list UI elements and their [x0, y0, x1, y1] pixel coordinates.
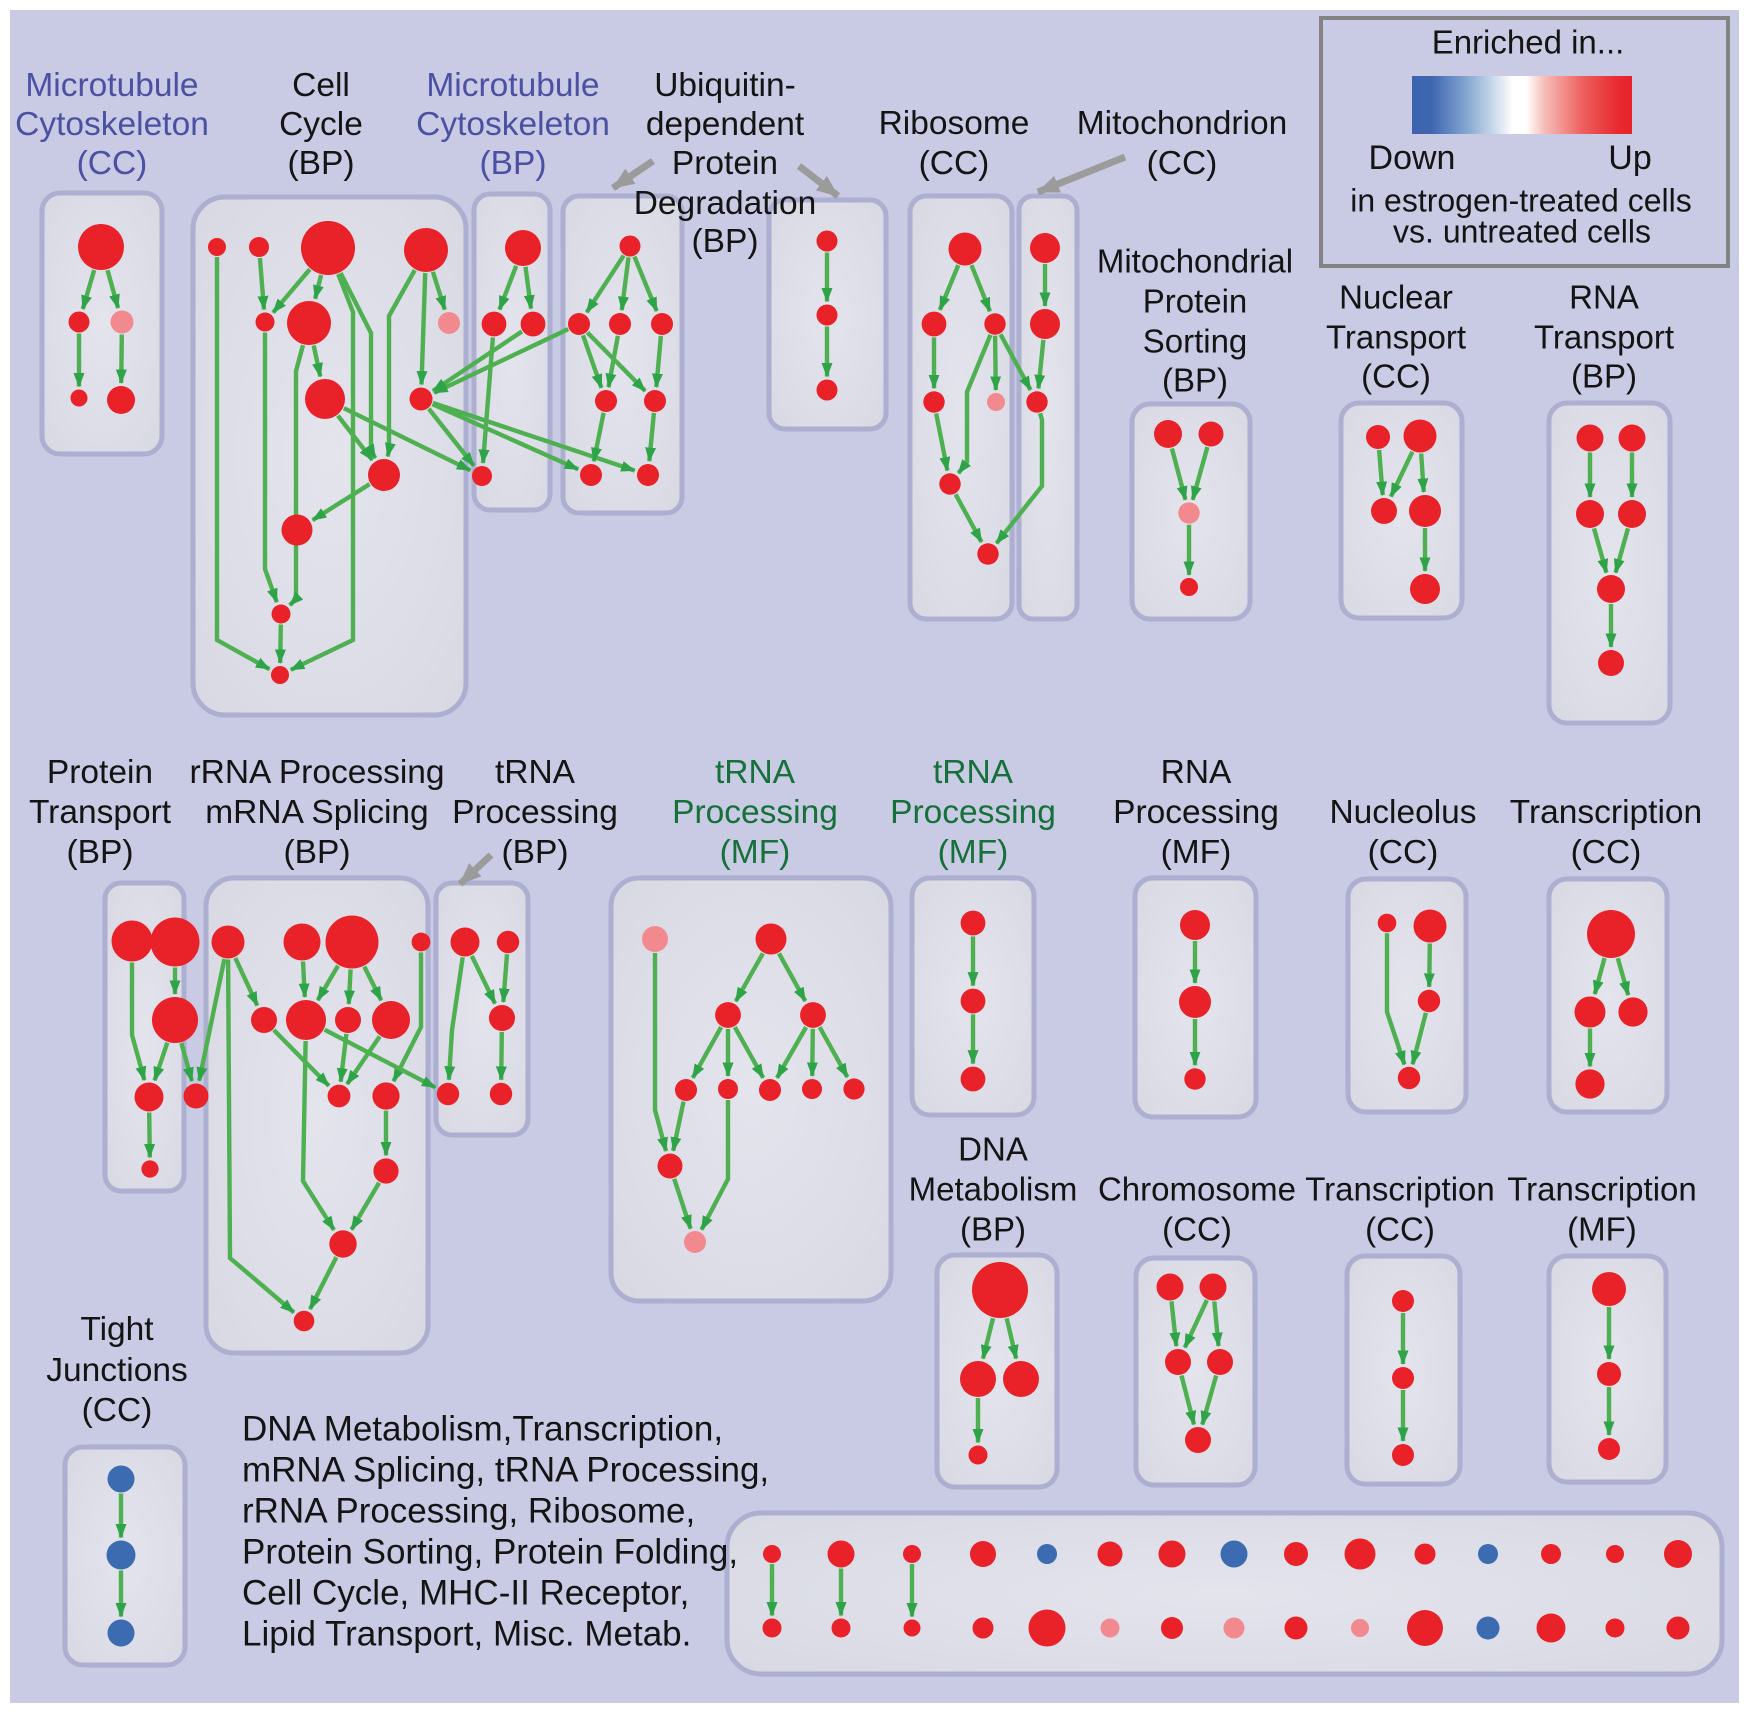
svg-text:Cytoskeleton: Cytoskeleton [416, 106, 610, 143]
svg-text:(MF): (MF) [1567, 1211, 1637, 1248]
svg-text:(BP): (BP) [480, 145, 547, 182]
svg-text:Tight: Tight [80, 1311, 154, 1348]
svg-text:RNA: RNA [1161, 754, 1232, 791]
svg-text:rRNA Processing, Ribosome,: rRNA Processing, Ribosome, [242, 1491, 695, 1530]
svg-text:Cytoskeleton: Cytoskeleton [15, 106, 209, 143]
svg-text:RNA: RNA [1569, 279, 1639, 316]
svg-text:(MF): (MF) [1161, 834, 1232, 871]
svg-text:(CC): (CC) [1571, 834, 1642, 871]
svg-text:mRNA Splicing: mRNA Splicing [205, 794, 428, 831]
svg-text:Degradation: Degradation [634, 185, 817, 222]
svg-text:Transcription: Transcription [1510, 794, 1702, 831]
svg-text:(MF): (MF) [938, 834, 1009, 871]
svg-text:in estrogen-treated cells: in estrogen-treated cells [1350, 182, 1692, 218]
svg-text:tRNA: tRNA [715, 754, 796, 791]
svg-text:(BP): (BP) [502, 834, 569, 871]
svg-text:Processing: Processing [1113, 794, 1279, 831]
svg-text:Nuclear: Nuclear [1339, 279, 1453, 316]
svg-text:(BP): (BP) [1162, 362, 1228, 399]
svg-text:DNA: DNA [958, 1131, 1028, 1168]
svg-text:Ubiquitin-: Ubiquitin- [654, 67, 796, 104]
svg-text:(CC): (CC) [77, 145, 148, 182]
svg-text:Processing: Processing [890, 794, 1056, 831]
svg-text:Mitochondrion: Mitochondrion [1077, 105, 1287, 142]
svg-text:(BP): (BP) [284, 834, 351, 871]
svg-text:Protein: Protein [672, 145, 778, 182]
svg-text:Cycle: Cycle [279, 106, 363, 143]
svg-text:Up: Up [1608, 139, 1651, 177]
svg-text:Cell: Cell [292, 67, 350, 104]
svg-text:Processing: Processing [672, 794, 838, 831]
svg-text:Transport: Transport [29, 794, 172, 831]
svg-text:(CC): (CC) [1147, 145, 1218, 182]
svg-text:Microtubule: Microtubule [426, 67, 599, 104]
svg-text:dependent: dependent [646, 106, 805, 143]
svg-text:(BP): (BP) [1571, 358, 1637, 395]
svg-text:DNA Metabolism,Transcription,: DNA Metabolism,Transcription, [242, 1409, 723, 1448]
svg-text:Protein: Protein [47, 754, 153, 791]
svg-text:Ribosome: Ribosome [879, 105, 1030, 142]
svg-text:Lipid Transport, Misc. Metab.: Lipid Transport, Misc. Metab. [242, 1614, 691, 1653]
svg-text:tRNA: tRNA [495, 754, 576, 791]
svg-text:Sorting: Sorting [1143, 323, 1248, 360]
svg-text:Mitochondrial: Mitochondrial [1097, 243, 1293, 280]
svg-text:(CC): (CC) [1365, 1211, 1435, 1248]
svg-text:Enriched in...: Enriched in... [1432, 24, 1625, 61]
svg-text:Protein: Protein [1143, 283, 1248, 320]
svg-text:(BP): (BP) [288, 145, 355, 182]
svg-text:Transcription: Transcription [1305, 1171, 1495, 1208]
svg-text:Down: Down [1369, 139, 1456, 177]
svg-text:(BP): (BP) [67, 834, 134, 871]
svg-text:(CC): (CC) [1361, 358, 1431, 395]
svg-text:(BP): (BP) [960, 1211, 1026, 1248]
svg-text:Chromosome: Chromosome [1098, 1171, 1296, 1208]
svg-text:rRNA Processing: rRNA Processing [189, 754, 444, 791]
svg-text:Microtubule: Microtubule [25, 67, 198, 104]
svg-text:(BP): (BP) [692, 223, 759, 260]
svg-text:(CC): (CC) [919, 145, 990, 182]
svg-text:tRNA: tRNA [933, 754, 1014, 791]
svg-text:(CC): (CC) [1162, 1211, 1232, 1248]
svg-text:Cell Cycle, MHC-II Receptor,: Cell Cycle, MHC-II Receptor, [242, 1573, 689, 1612]
svg-text:(MF): (MF) [720, 834, 791, 871]
svg-text:Metabolism: Metabolism [909, 1171, 1078, 1208]
svg-text:(CC): (CC) [1368, 834, 1439, 871]
svg-text:Transcription: Transcription [1507, 1171, 1697, 1208]
svg-text:Transport: Transport [1534, 319, 1674, 356]
svg-text:Transport: Transport [1326, 319, 1466, 356]
svg-text:mRNA Splicing, tRNA Processing: mRNA Splicing, tRNA Processing, [242, 1450, 769, 1489]
svg-text:Processing: Processing [452, 794, 618, 831]
svg-text:Nucleolus: Nucleolus [1329, 794, 1476, 831]
svg-text:(CC): (CC) [82, 1392, 153, 1429]
svg-text:Junctions: Junctions [46, 1352, 188, 1389]
svg-text:Protein Sorting, Protein Foldi: Protein Sorting, Protein Folding, [242, 1532, 738, 1571]
svg-text:vs. untreated cells: vs. untreated cells [1393, 213, 1651, 249]
